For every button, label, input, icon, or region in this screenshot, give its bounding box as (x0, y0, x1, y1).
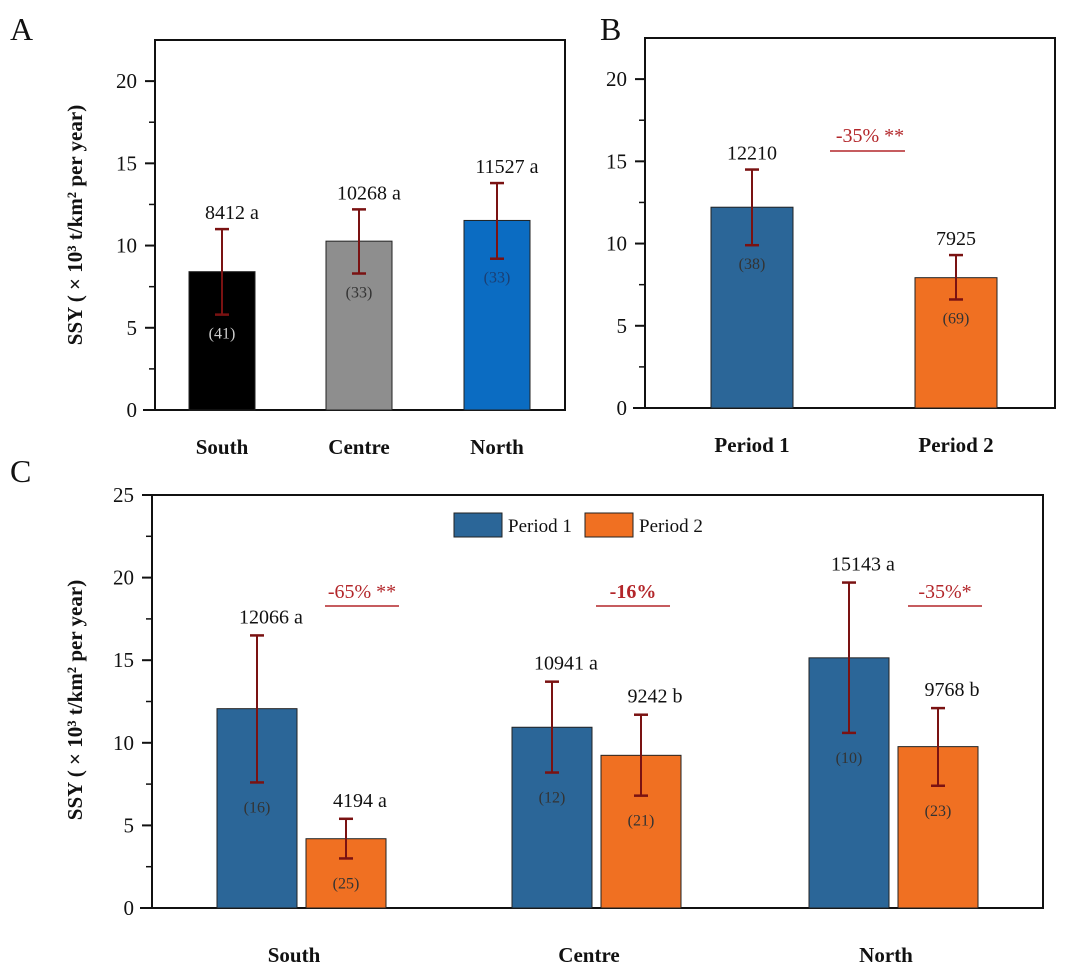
y-tick-label: 15 (116, 151, 137, 175)
y-tick-label: 10 (113, 731, 134, 755)
y-tick-label: 10 (606, 232, 627, 256)
y-tick-label: 20 (116, 69, 137, 93)
panel-letter-b: B (600, 11, 621, 47)
legend-label: Period 1 (508, 516, 572, 537)
value-label: 8412 a (205, 202, 259, 224)
sample-size-label: (33) (346, 285, 373, 302)
value-label: 12066 a (239, 606, 303, 628)
value-label: 4194 a (333, 790, 387, 812)
value-label: 9242 b (628, 686, 683, 708)
sample-size-label: (69) (943, 310, 970, 327)
y-tick-label: 5 (127, 316, 138, 340)
x-tick-label: Period 1 (714, 433, 789, 457)
y-tick-label: 20 (606, 67, 627, 91)
change-annotation: -35% ** (836, 125, 904, 147)
sample-size-label: (10) (836, 750, 863, 767)
y-axis-label-c: SSY ( × 10³ t/km² per year) (63, 580, 87, 820)
sample-size-label: (41) (209, 326, 236, 343)
x-tick-label: South (196, 435, 249, 459)
sample-size-label: (21) (628, 813, 655, 830)
x-tick-label: Period 2 (918, 433, 993, 457)
value-label: 7925 (936, 228, 976, 250)
y-tick-label: 15 (606, 149, 627, 173)
change-annotation: -16% (610, 581, 657, 603)
bar-centre (325, 240, 393, 411)
y-tick-label: 0 (127, 398, 138, 422)
sample-size-label: (16) (244, 799, 271, 816)
sample-size-label: (12) (539, 790, 566, 807)
sample-size-label: (33) (484, 270, 511, 287)
value-label: 15143 a (831, 554, 895, 576)
sample-size-label: (23) (925, 803, 952, 820)
value-label: 9768 b (925, 679, 980, 701)
y-tick-label: 0 (617, 396, 628, 420)
x-tick-label: Centre (328, 435, 389, 459)
value-label: 10941 a (534, 653, 598, 675)
y-tick-label: 5 (617, 314, 628, 338)
panel-letter-a: A (10, 11, 33, 47)
value-label: 11527 a (475, 156, 538, 178)
y-tick-label: 15 (113, 648, 134, 672)
y-axis-label-a: SSY ( × 10³ t/km² per year) (63, 105, 87, 345)
y-tick-label: 5 (124, 813, 135, 837)
legend-label: Period 2 (639, 516, 703, 537)
value-label: 10268 a (337, 182, 401, 204)
y-tick-label: 0 (124, 896, 135, 920)
x-tick-label: South (268, 943, 321, 967)
x-tick-label: Centre (558, 943, 619, 967)
x-tick-label: North (470, 435, 524, 459)
y-tick-label: 10 (116, 234, 137, 258)
value-label: 12210 (727, 143, 777, 165)
change-annotation: -65% ** (328, 581, 396, 603)
y-tick-label: 20 (113, 566, 134, 590)
x-tick-label: North (859, 943, 913, 967)
legend-swatch-2 (584, 512, 634, 538)
sample-size-label: (25) (333, 875, 360, 892)
y-tick-label: 25 (113, 483, 134, 507)
panel-letter-c: C (10, 453, 31, 489)
change-annotation: -35%* (918, 581, 971, 603)
sample-size-label: (38) (739, 256, 766, 273)
legend-swatch-1 (453, 512, 503, 538)
